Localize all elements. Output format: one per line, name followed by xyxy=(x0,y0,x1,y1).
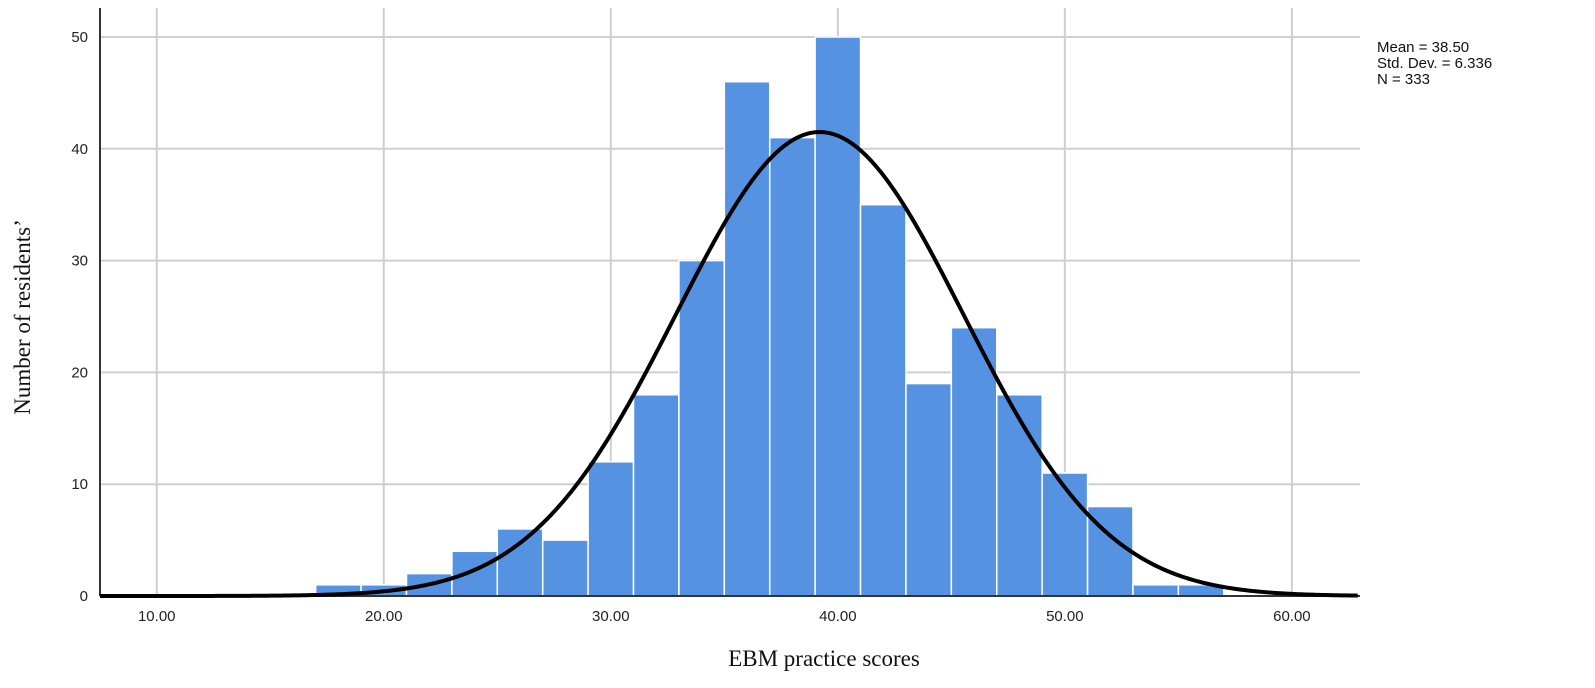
x-tick-label: 20.00 xyxy=(365,608,403,625)
normal-curve xyxy=(100,130,1358,598)
stats-line: Std. Dev. = 6.336 xyxy=(1377,55,1492,72)
histogram-bar xyxy=(678,259,726,597)
histogram-bar xyxy=(541,539,589,597)
histogram-bar xyxy=(723,80,771,597)
histogram-bar xyxy=(768,136,816,597)
y-tick-label: 20 xyxy=(71,364,88,381)
histogram-bar xyxy=(950,326,998,597)
y-axis-label: Number of residents’ xyxy=(10,219,35,414)
x-tick-label: 40.00 xyxy=(819,608,857,625)
stats-line: N = 333 xyxy=(1377,71,1430,88)
histogram-bar xyxy=(496,528,544,597)
histogram-bar xyxy=(587,461,635,597)
y-tick-label: 0 xyxy=(80,588,88,605)
x-tick-label: 30.00 xyxy=(592,608,630,625)
histogram-bar xyxy=(1041,472,1089,597)
histogram-bar xyxy=(996,394,1043,597)
x-tick-label: 10.00 xyxy=(138,608,176,625)
stats-line: Mean = 38.50 xyxy=(1377,39,1469,56)
y-tick-label: 10 xyxy=(71,476,88,493)
y-tick-label: 30 xyxy=(71,253,88,270)
histogram-bar xyxy=(905,382,953,597)
x-tick-label: 50.00 xyxy=(1046,608,1084,625)
histogram-bar xyxy=(1132,584,1180,597)
y-tick-label: 50 xyxy=(71,29,88,46)
histogram-bar xyxy=(632,394,680,597)
histogram-bar xyxy=(814,36,862,597)
tick-labels: 0 10 20 30 40 50 10.00 20.00 30.00 40.00 50.00 60.0… xyxy=(71,29,1310,625)
x-tick-label: 60.00 xyxy=(1273,608,1311,625)
y-tick-label: 40 xyxy=(71,141,88,158)
histogram-bar xyxy=(859,203,907,597)
histogram-bar xyxy=(451,550,499,597)
x-axis-label: EBM practice scores xyxy=(728,646,920,671)
histogram-bars xyxy=(314,36,1225,597)
